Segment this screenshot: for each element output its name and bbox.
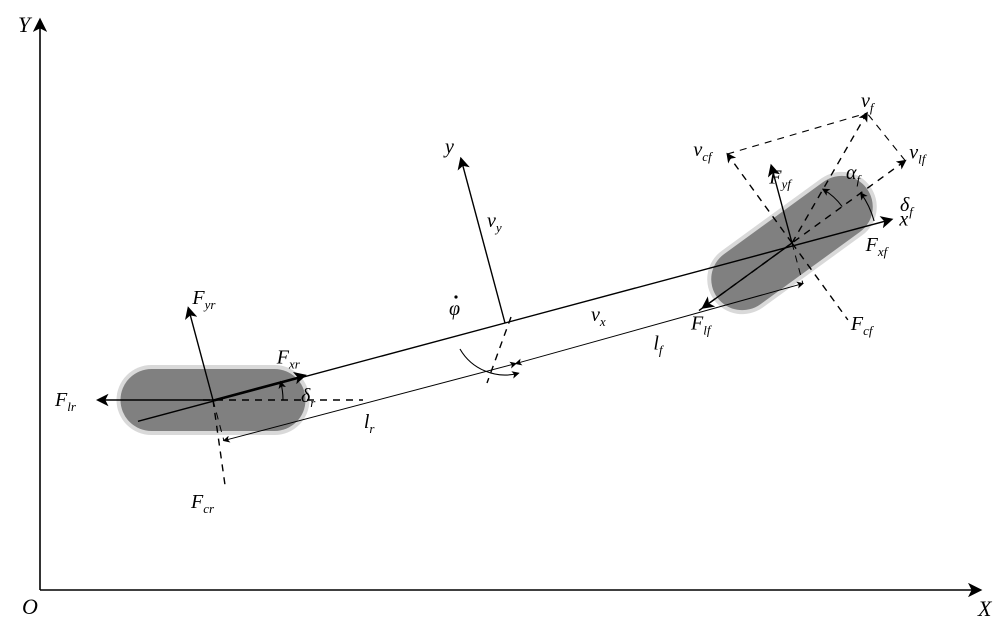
lf-label: lf [653, 333, 665, 358]
vlf-label: vlf [909, 142, 928, 167]
alpha-f-label: αf [846, 162, 863, 187]
flr-label: Flr [54, 389, 77, 414]
lr-label: lr [364, 411, 376, 436]
phi-dot-label: φ [449, 298, 460, 320]
vf-para-1 [867, 113, 905, 161]
flf-label: Flf [690, 313, 713, 338]
y-axis-label: Y [18, 12, 33, 37]
fxr-label: Fxr [276, 346, 301, 371]
fyf-label: Fyf [768, 167, 793, 192]
vf-label: vf [861, 90, 876, 115]
vx-label: vx [591, 304, 606, 329]
body-x-axis [138, 219, 891, 421]
fcf-label: Fcf [850, 313, 875, 338]
delta-f-label: δf [900, 194, 915, 219]
fcr-label: Fcr [190, 491, 215, 516]
vcf-label: vcf [693, 139, 714, 164]
x-axis-label: X [977, 596, 993, 621]
body-y-axis [461, 159, 505, 323]
fxf-label: Fxf [865, 234, 890, 259]
phi-dot-dot [454, 295, 457, 298]
origin-label: O [22, 594, 38, 619]
body-y-label: y [443, 136, 454, 158]
delta-r-label: δr [301, 385, 316, 410]
vy-label: vy [487, 210, 502, 235]
vf-para-2 [727, 113, 867, 154]
fyr-label: Fyr [191, 287, 216, 312]
